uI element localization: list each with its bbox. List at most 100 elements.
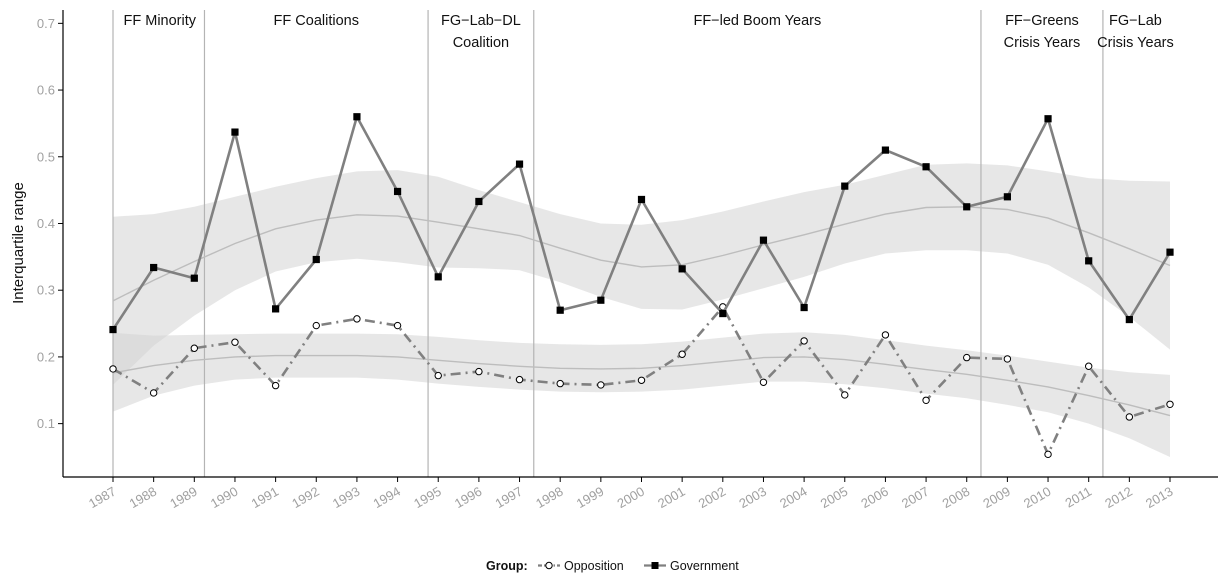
axes [62,10,1218,478]
x-tick-label: 2013 [1143,484,1176,511]
x-tick-label: 1989 [167,484,200,511]
x-tick-label: 1994 [371,484,404,511]
smooth-fit-lines [112,206,1171,417]
x-tick-label: 2003 [736,484,769,511]
x-tick-label: 2001 [655,484,688,511]
government-point [231,128,239,136]
legend-label-opposition: Opposition [564,559,624,573]
opposition-point [800,337,808,345]
period-label: FF Coalitions [274,13,359,29]
x-tick-label: 2007 [899,484,932,511]
y-axis-title: Interquartile range [10,182,27,304]
y-tick-label: 0.7 [37,16,55,31]
x-tick-label: 1990 [208,484,241,511]
legend-label-government: Government [670,559,739,573]
x-tick-label: 2004 [777,484,810,511]
government-point [190,274,198,282]
confidence-bands [113,163,1170,457]
opposition-point [922,396,930,404]
opposition-point [556,379,564,388]
government-point [922,163,930,171]
government-point [1003,193,1011,201]
legend-key-opposition-marker [545,561,553,570]
period-labels: FF Minority FF Coalitions FG−Lab−DL Coaliti… [124,13,1174,51]
opposition-point [1084,362,1093,370]
government-point [841,182,849,190]
government-point [597,296,605,304]
government-point [556,306,564,314]
government-point [759,236,768,244]
y-tick-label: 0.3 [37,283,55,298]
government-point [1166,248,1174,256]
x-tick-label: 2002 [696,484,729,511]
smooth-fit-line-opposition [112,354,1171,417]
opposition-point [109,365,117,373]
period-label: Coalition [453,35,509,51]
government-point [475,197,483,206]
opposition-point [515,375,524,384]
government-point [1125,315,1133,324]
smooth-fit-line-government [112,206,1171,302]
government-point [1044,115,1052,123]
opposition-point [312,321,320,330]
x-tick-label: 2005 [818,484,851,511]
government-point [1085,257,1093,265]
y-tick-label: 0.2 [37,349,55,364]
government-point [719,309,727,318]
government-point [312,255,320,264]
x-tick-label: 1996 [452,484,485,511]
opposition-point [1003,355,1012,363]
opposition-point [678,350,686,358]
y-tick-label: 0.4 [37,216,55,231]
legend: Group: Opposition Government [486,559,739,573]
government-point [637,195,646,204]
period-label: FF−Greens [1005,13,1079,29]
x-ticks: 1987 1988 1989 1990 1991 1992 1993 1994 1995 1996… [86,477,1176,511]
x-tick-label: 2006 [858,484,891,511]
x-tick-label: 1997 [492,484,525,511]
opposition-point [597,381,605,389]
government-point [678,265,686,273]
x-tick-label: 1988 [127,484,160,511]
opposition-point [637,376,646,384]
period-label: FF Minority [124,13,197,29]
opposition-point [841,391,849,399]
x-tick-label: 2008 [940,484,973,511]
government-point [272,305,280,313]
y-ticks: 0.1 0.2 0.3 0.4 0.5 0.6 0.7 [37,16,63,431]
period-label: FF−led Boom Years [693,13,821,29]
opposition-point [434,371,442,380]
x-tick-label: 2000 [614,484,647,511]
opposition-point [475,367,483,376]
opposition-point [963,353,971,362]
x-tick-label: 2009 [980,484,1013,511]
x-tick-label: 2010 [1021,484,1054,511]
opposition-point [881,331,890,339]
government-point [800,303,808,312]
x-tick-label: 1995 [411,484,444,511]
x-tick-label: 1992 [289,484,322,511]
legend-title: Group: [486,559,528,573]
period-label: FG−Lab−DL [441,13,521,29]
x-tick-label: 2012 [1102,484,1135,511]
government-point [881,146,890,154]
government-point [353,113,361,121]
x-tick-label: 1998 [533,484,566,511]
opposition-point [1125,413,1134,421]
x-tick-label: 1993 [330,484,363,511]
government-point [434,273,442,281]
x-tick-label: 1987 [86,484,119,511]
opposition-point [231,338,239,346]
government-point [963,203,971,211]
opposition-point [1166,400,1174,408]
x-tick-label: 1991 [249,484,282,511]
government-point [109,325,117,334]
opposition-point [190,344,199,352]
x-tick-label: 2011 [1062,484,1094,511]
government-point [150,263,158,272]
y-tick-label: 0.1 [37,416,55,431]
opposition-point [759,378,768,386]
confidence-band-opposition [113,332,1170,457]
